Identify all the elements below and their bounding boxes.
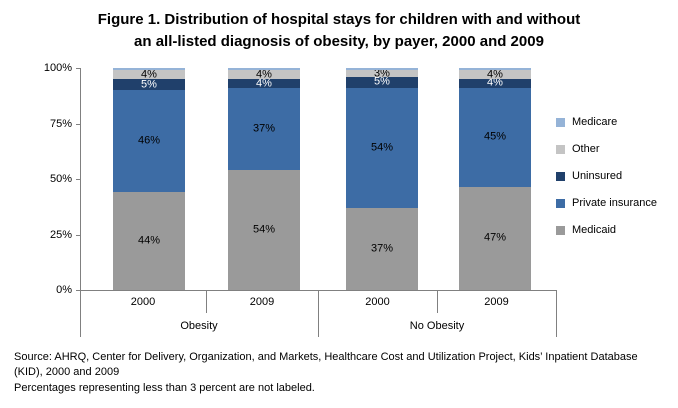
segment-value-label: 46% xyxy=(137,134,161,147)
segment-value-label: 4% xyxy=(141,68,157,81)
segment-private-insurance: 46% xyxy=(113,90,185,193)
legend-swatch-private-insurance xyxy=(556,199,565,208)
segment-value-label: 44% xyxy=(137,234,161,247)
segment-value-label: 37% xyxy=(370,242,394,255)
source-note: Source: AHRQ, Center for Delivery, Organ… xyxy=(14,351,638,378)
x-axis-year-label: 2009 xyxy=(249,296,275,308)
segment-medicare xyxy=(346,68,418,71)
segment-value-label: 5% xyxy=(374,75,390,88)
segment-other: 3% xyxy=(346,67,418,80)
segment-uninsured: 4% xyxy=(459,76,531,89)
legend-swatch-uninsured xyxy=(556,172,565,181)
y-tick-mark xyxy=(76,68,80,69)
bar-no-obesity-2000: 37% 54% 5% 3% xyxy=(346,68,418,290)
bar-no-obesity-2009: 47% 45% 4% 4% xyxy=(459,68,531,290)
bar-obesity-2000: 44% 46% 5% 4% xyxy=(113,68,185,290)
legend-item-private-insurance: Private insurance xyxy=(556,195,657,212)
chart-title-line1: Figure 1. Distribution of hospital stays… xyxy=(97,11,581,28)
legend-swatch-medicare xyxy=(556,118,565,127)
category-axis-tick xyxy=(80,290,81,337)
y-tick-label: 50% xyxy=(49,173,72,185)
y-tick-mark xyxy=(76,179,80,180)
y-tick-mark xyxy=(76,234,80,236)
legend-label: Private insurance xyxy=(572,197,657,209)
legend-item-uninsured: Uninsured xyxy=(556,168,657,185)
segment-other: 4% xyxy=(228,68,300,81)
segment-value-label: 3% xyxy=(374,67,390,80)
segment-private-insurance: 54% xyxy=(346,88,418,208)
x-axis-group-label-no-obesity: No Obesity xyxy=(409,320,465,332)
segment-medicare xyxy=(459,68,531,71)
category-axis: 2000 2009 2000 2009 Obesity No Obesity xyxy=(80,290,557,338)
legend-item-medicaid: Medicaid xyxy=(556,222,657,239)
legend-label: Uninsured xyxy=(572,170,623,182)
legend: Medicare Other Uninsured Private insurance M… xyxy=(556,114,657,249)
y-tick-label: 25% xyxy=(49,228,72,241)
category-axis-tick xyxy=(556,290,557,337)
x-axis-year-label: 2009 xyxy=(484,296,509,308)
plot-area: 44% 46% 5% 4% 54% 37% 4% 4% 37% 54% 5% 3% 47% 45% 4% 4% xyxy=(80,68,557,291)
labeling-note: Percentages representing less than 3 per… xyxy=(14,382,315,394)
segment-medicaid: 37% xyxy=(346,207,418,290)
x-axis-year-label: 2000 xyxy=(130,296,156,308)
segment-uninsured: 4% xyxy=(228,77,300,90)
category-axis-tick xyxy=(318,290,319,337)
segment-medicaid: 44% xyxy=(113,192,185,290)
segment-uninsured: 5% xyxy=(113,78,185,91)
legend-label: Medicaid xyxy=(572,224,617,236)
legend-swatch-medicaid xyxy=(556,226,565,235)
legend-item-medicare: Medicare xyxy=(556,114,657,131)
legend-label: Medicare xyxy=(572,116,618,128)
segment-value-label: 4% xyxy=(256,77,272,90)
segment-other: 4% xyxy=(459,68,531,81)
segment-medicare xyxy=(228,68,300,71)
segment-private-insurance: 37% xyxy=(228,88,300,171)
segment-medicaid: 54% xyxy=(228,170,300,290)
y-tick-label: 100% xyxy=(43,62,72,74)
y-tick-label: 75% xyxy=(49,117,72,130)
segment-value-label: 4% xyxy=(487,68,503,81)
legend-swatch-other xyxy=(556,145,565,154)
x-axis-group-label-obesity: Obesity xyxy=(180,320,218,332)
legend-label: Other xyxy=(572,143,600,155)
chart-title: Figure 1. Distribution of hospital stays… xyxy=(0,9,678,53)
y-tick-label: 0% xyxy=(56,284,72,296)
segment-value-label: 4% xyxy=(487,76,503,89)
segment-medicaid: 47% xyxy=(459,186,531,290)
segment-value-label: 47% xyxy=(483,231,507,244)
y-tick-mark xyxy=(76,290,80,291)
category-axis-tick xyxy=(437,290,438,313)
segment-value-label: 54% xyxy=(370,141,394,154)
chart-title-line2: an all-listed diagnosis of obesity, by p… xyxy=(134,33,544,50)
segment-value-label: 4% xyxy=(256,68,272,81)
x-axis-year-label: 2000 xyxy=(365,296,390,308)
footnotes: Source: AHRQ, Center for Delivery, Organ… xyxy=(14,350,662,396)
segment-uninsured: 5% xyxy=(346,75,418,88)
segment-other: 4% xyxy=(113,68,185,81)
bar-obesity-2009: 54% 37% 4% 4% xyxy=(228,68,300,290)
legend-item-other: Other xyxy=(556,141,657,158)
category-axis-tick xyxy=(206,290,207,313)
segment-value-label: 37% xyxy=(252,122,276,135)
segment-value-label: 5% xyxy=(141,78,157,91)
segment-medicare xyxy=(113,68,185,71)
segment-private-insurance: 45% xyxy=(459,87,531,187)
segment-value-label: 54% xyxy=(252,223,276,236)
segment-value-label: 45% xyxy=(483,130,507,143)
y-tick-mark xyxy=(76,123,80,125)
